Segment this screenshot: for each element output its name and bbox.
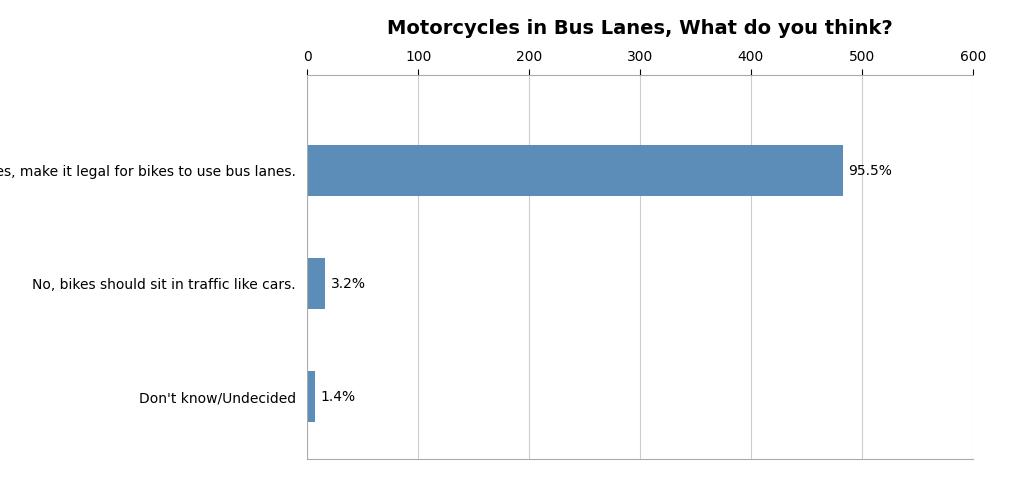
Text: 3.2%: 3.2% <box>331 277 366 291</box>
Text: 1.4%: 1.4% <box>321 390 355 404</box>
Bar <box>307 258 326 309</box>
Title: Motorcycles in Bus Lanes, What do you think?: Motorcycles in Bus Lanes, What do you th… <box>387 19 893 38</box>
Bar <box>307 146 843 196</box>
Bar <box>307 371 315 422</box>
Text: 95.5%: 95.5% <box>849 164 893 178</box>
